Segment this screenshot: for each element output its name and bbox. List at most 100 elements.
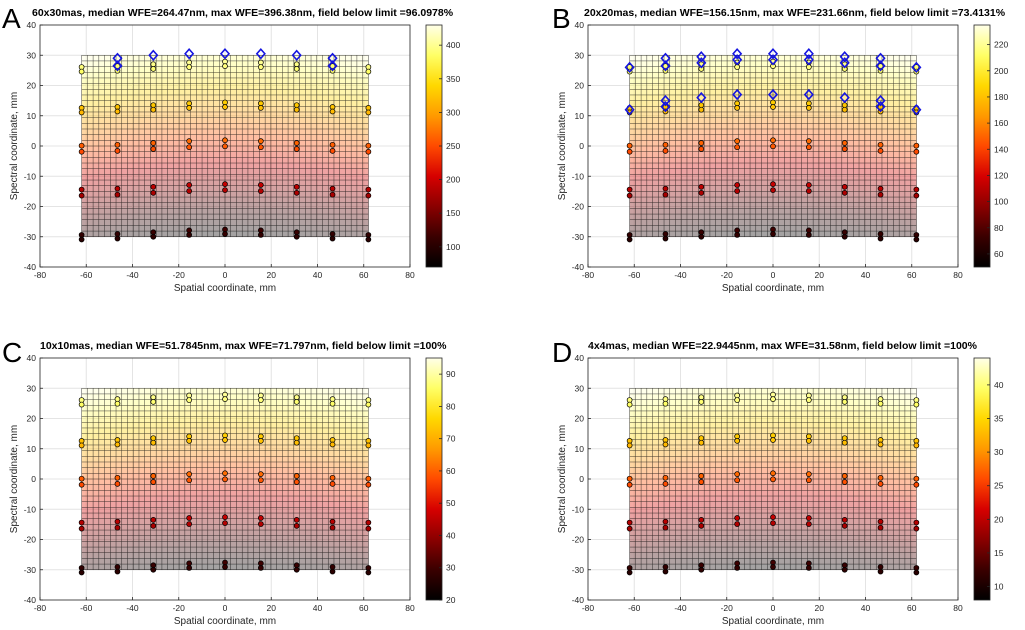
wfe-map-cell <box>242 433 249 440</box>
wfe-map-cell <box>864 60 871 67</box>
wfe-map-cell <box>161 439 168 446</box>
wfe-map-cell <box>299 439 306 446</box>
wfe-map-cell <box>259 168 266 175</box>
wfe-map-cell <box>686 219 694 226</box>
wfe-map-cell <box>219 174 226 181</box>
wfe-map-cell <box>339 146 346 152</box>
wfe-map-cell <box>692 55 699 62</box>
wfe-map-cell <box>853 60 860 67</box>
chart-title: 60x30mas, median WFE=264.47nm, max WFE=3… <box>32 7 454 19</box>
wfe-map-cell <box>641 185 648 192</box>
wfe-map-cell <box>213 185 220 192</box>
wfe-map-cell <box>150 219 157 226</box>
wfe-map-cell <box>87 180 94 187</box>
wfe-map-cell <box>836 72 843 79</box>
wfe-map-cell <box>161 168 168 175</box>
panel-label: C <box>2 337 22 368</box>
wfe-map-cell <box>213 191 220 198</box>
wfe-map-cell <box>93 128 100 135</box>
wfe-map-cell <box>253 479 260 485</box>
wfe-map-cell <box>698 72 705 79</box>
wfe-map-cell <box>893 111 900 118</box>
wfe-map-cell <box>795 157 802 164</box>
wfe-map-cell <box>836 77 843 84</box>
wfe-map-cell <box>116 180 123 187</box>
field-point <box>150 233 157 240</box>
wfe-map-cell <box>276 89 283 96</box>
wfe-map-cell <box>801 83 808 90</box>
wfe-map-cell <box>345 479 352 485</box>
wfe-map-cell <box>282 439 289 446</box>
wfe-map-cell <box>81 496 88 502</box>
wfe-map-cell <box>282 89 289 96</box>
wfe-map-cell <box>127 450 134 457</box>
wfe-map-cell <box>167 100 174 107</box>
wfe-map-cell <box>161 518 168 525</box>
wfe-map-cell <box>247 444 254 451</box>
wfe-map-cell <box>179 117 186 124</box>
wfe-map-cell <box>93 83 100 90</box>
wfe-map-cell <box>179 140 186 147</box>
wfe-map-cell <box>225 157 232 164</box>
wfe-map-cell <box>322 501 329 508</box>
x-axis-label: Spatial coordinate, mm <box>174 283 276 294</box>
wfe-map-cell <box>219 473 226 480</box>
wfe-map-cell <box>133 123 140 130</box>
wfe-map-cell <box>773 60 780 67</box>
wfe-map-cell <box>646 197 653 204</box>
wfe-map-cell <box>311 427 318 434</box>
wfe-map-cell <box>847 185 854 192</box>
wfe-map-cell <box>190 94 197 101</box>
wfe-map-cell <box>116 450 123 457</box>
wfe-map-cell <box>738 231 745 238</box>
wfe-map-cell <box>156 123 163 130</box>
wfe-map-cell <box>339 111 346 118</box>
wfe-map-cell <box>110 427 117 434</box>
wfe-map-cell <box>755 214 762 221</box>
wfe-map-cell <box>658 146 665 152</box>
wfe-map-cell <box>156 496 163 502</box>
wfe-map-cell <box>265 180 272 187</box>
wfe-map-cell <box>784 214 791 221</box>
wfe-map-cell <box>853 163 860 169</box>
wfe-map-cell <box>247 214 254 221</box>
wfe-map-cell <box>196 444 203 451</box>
field-point <box>805 144 812 151</box>
wfe-map-cell <box>715 94 722 101</box>
wfe-map-cell <box>801 94 808 101</box>
wfe-map-cell <box>93 399 100 406</box>
wfe-map-cell <box>225 100 232 107</box>
wfe-map-cell <box>104 83 111 90</box>
wfe-map-cell <box>116 484 123 491</box>
wfe-map-cell <box>236 513 243 520</box>
wfe-map-cell <box>293 467 300 474</box>
wfe-map-cell <box>190 427 197 434</box>
wfe-map-cell <box>179 94 186 101</box>
wfe-map-cell <box>156 111 163 118</box>
wfe-map-cell <box>870 191 877 198</box>
wfe-map-cell <box>744 77 751 84</box>
wfe-map-cell <box>259 388 266 395</box>
wfe-map-cell <box>138 83 146 90</box>
wfe-map-cell <box>910 168 917 175</box>
wfe-map-cell <box>870 214 877 221</box>
wfe-map-cell <box>219 111 226 118</box>
wfe-map-cell <box>755 202 762 209</box>
wfe-map-cell <box>305 225 312 232</box>
wfe-map-cell <box>259 484 266 491</box>
wfe-map-cell <box>121 94 128 101</box>
wfe-map-cell <box>116 168 123 175</box>
wfe-map-cell <box>738 89 745 96</box>
wfe-map-cell <box>824 191 831 198</box>
wfe-map-cell <box>732 191 739 198</box>
wfe-map-cell <box>225 433 232 440</box>
wfe-map-cell <box>801 123 808 130</box>
wfe-map-cell <box>669 214 676 221</box>
wfe-map-cell <box>316 231 323 238</box>
wfe-map-cell <box>144 117 151 124</box>
wfe-map-cell <box>784 174 791 181</box>
wfe-map-cell <box>328 444 335 451</box>
wfe-map-cell <box>876 157 883 164</box>
wfe-map-cell <box>184 77 191 84</box>
wfe-map-cell <box>219 208 226 215</box>
